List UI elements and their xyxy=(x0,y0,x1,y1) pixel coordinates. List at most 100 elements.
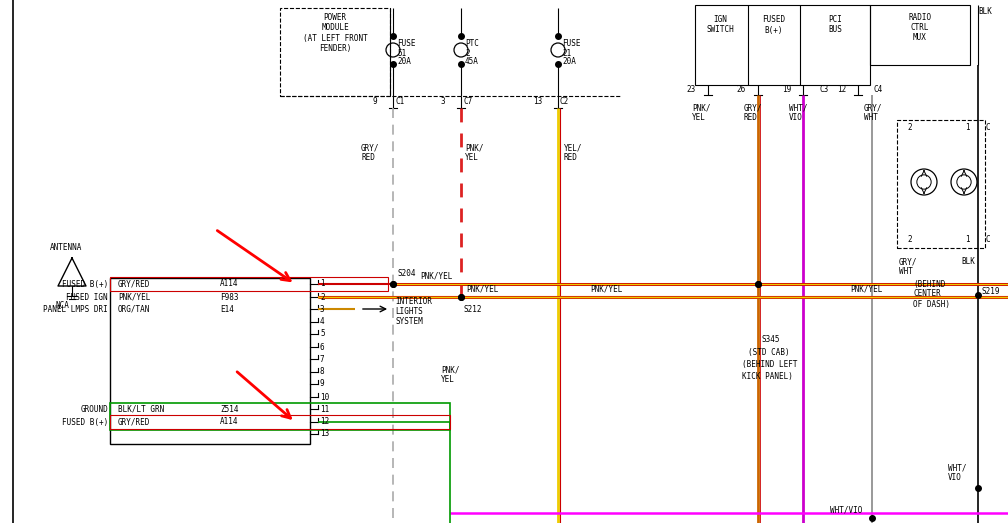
Text: PNK/YEL: PNK/YEL xyxy=(420,271,453,280)
Text: 20A: 20A xyxy=(562,58,576,66)
Text: C: C xyxy=(986,123,991,132)
Text: (BEHIND LEFT: (BEHIND LEFT xyxy=(742,359,797,369)
Text: CENTER: CENTER xyxy=(913,290,940,299)
Text: FUSED B(+): FUSED B(+) xyxy=(61,417,108,426)
Text: RADIO: RADIO xyxy=(908,14,931,22)
Bar xyxy=(110,278,310,444)
Text: FENDER): FENDER) xyxy=(319,43,351,52)
Text: FUSED IGN: FUSED IGN xyxy=(67,292,108,301)
Text: WHT: WHT xyxy=(864,113,878,122)
Text: LIGHTS: LIGHTS xyxy=(395,308,422,316)
Text: SYSTEM: SYSTEM xyxy=(395,317,422,326)
Text: C3: C3 xyxy=(820,85,830,95)
Text: FUSE: FUSE xyxy=(562,40,581,49)
Text: GROUND: GROUND xyxy=(81,404,108,414)
Text: 4: 4 xyxy=(320,317,325,326)
Text: WHT/: WHT/ xyxy=(789,104,807,112)
Text: 13: 13 xyxy=(320,429,330,438)
Text: 9: 9 xyxy=(320,380,325,389)
Text: VIO: VIO xyxy=(789,113,803,122)
Text: C2: C2 xyxy=(560,97,570,106)
Text: (AT LEFT FRONT: (AT LEFT FRONT xyxy=(302,33,367,42)
Text: 6: 6 xyxy=(320,343,325,351)
Text: ANTENNA: ANTENNA xyxy=(50,244,83,253)
Text: PNK/: PNK/ xyxy=(442,366,460,374)
Text: RED: RED xyxy=(361,153,375,163)
Text: 51: 51 xyxy=(397,49,406,58)
Text: PNK/YEL: PNK/YEL xyxy=(850,285,882,293)
Text: 3: 3 xyxy=(440,97,445,106)
Text: FUSE: FUSE xyxy=(397,40,415,49)
Text: PNK/: PNK/ xyxy=(692,104,711,112)
Text: POWER: POWER xyxy=(324,14,347,22)
Text: PNK/YEL: PNK/YEL xyxy=(118,292,150,301)
Text: F983: F983 xyxy=(220,292,239,301)
Text: BLK: BLK xyxy=(978,7,992,17)
Text: INTERIOR: INTERIOR xyxy=(395,298,432,306)
Text: PANEL LMPS DRI: PANEL LMPS DRI xyxy=(43,304,108,313)
Text: 12: 12 xyxy=(320,417,330,426)
Text: 3: 3 xyxy=(320,304,325,313)
Text: MODULE: MODULE xyxy=(322,24,349,32)
Text: CTRL: CTRL xyxy=(911,24,929,32)
Text: 19: 19 xyxy=(782,85,791,94)
Text: Z514: Z514 xyxy=(220,404,239,414)
Text: 7: 7 xyxy=(320,355,325,363)
Text: 20A: 20A xyxy=(397,58,411,66)
Text: S345: S345 xyxy=(762,335,780,345)
Text: GRY/: GRY/ xyxy=(361,143,379,153)
Text: C1: C1 xyxy=(395,97,404,106)
Text: 5: 5 xyxy=(320,329,325,338)
Text: GRY/RED: GRY/RED xyxy=(118,279,150,289)
Text: GRY/: GRY/ xyxy=(744,104,762,112)
Text: (BEHIND: (BEHIND xyxy=(913,279,946,289)
Text: OF DASH): OF DASH) xyxy=(913,300,950,309)
Text: 8: 8 xyxy=(320,368,325,377)
Text: 2: 2 xyxy=(320,292,325,301)
Text: RED: RED xyxy=(564,153,578,163)
Bar xyxy=(897,120,985,248)
Text: 26: 26 xyxy=(737,85,746,94)
Text: FUSED: FUSED xyxy=(762,16,785,25)
Text: B(+): B(+) xyxy=(765,26,783,35)
Text: 2: 2 xyxy=(907,123,911,132)
Text: WHT: WHT xyxy=(899,267,913,277)
Text: BLK/LT GRN: BLK/LT GRN xyxy=(118,404,164,414)
Text: 1: 1 xyxy=(320,279,325,289)
Text: S212: S212 xyxy=(464,304,483,313)
Text: PNK/: PNK/ xyxy=(465,143,484,153)
Text: S219: S219 xyxy=(981,287,1000,295)
Text: 45A: 45A xyxy=(465,58,479,66)
Text: BLK: BLK xyxy=(961,257,975,267)
Text: 1: 1 xyxy=(965,235,970,244)
Bar xyxy=(695,5,870,85)
Text: C7: C7 xyxy=(463,97,473,106)
Bar xyxy=(110,403,450,430)
Text: GRY/: GRY/ xyxy=(899,257,917,267)
Text: YEL: YEL xyxy=(465,153,479,163)
Text: 2: 2 xyxy=(907,235,911,244)
Text: VIO: VIO xyxy=(948,473,962,483)
Text: MUX: MUX xyxy=(913,33,927,42)
Text: PCI: PCI xyxy=(828,16,842,25)
Text: E14: E14 xyxy=(220,304,234,313)
Bar xyxy=(110,277,388,291)
Text: S204: S204 xyxy=(397,269,415,279)
Text: KICK PANEL): KICK PANEL) xyxy=(742,371,793,381)
Text: 12: 12 xyxy=(837,85,846,94)
Text: RED: RED xyxy=(744,113,758,122)
Text: FUSED B(+): FUSED B(+) xyxy=(61,279,108,289)
Text: C: C xyxy=(986,235,991,244)
Bar xyxy=(870,5,970,65)
Text: SWITCH: SWITCH xyxy=(707,26,734,35)
Text: 2: 2 xyxy=(465,49,470,58)
Text: WHT/VIO: WHT/VIO xyxy=(830,506,863,515)
Text: PNK/YEL: PNK/YEL xyxy=(590,285,622,293)
Text: WHT/: WHT/ xyxy=(948,463,967,472)
Bar xyxy=(110,415,450,429)
Text: 1: 1 xyxy=(965,123,970,132)
Text: NCA: NCA xyxy=(56,301,70,311)
Text: IGN: IGN xyxy=(713,16,727,25)
Text: 10: 10 xyxy=(320,392,330,402)
Text: A114: A114 xyxy=(220,279,239,289)
